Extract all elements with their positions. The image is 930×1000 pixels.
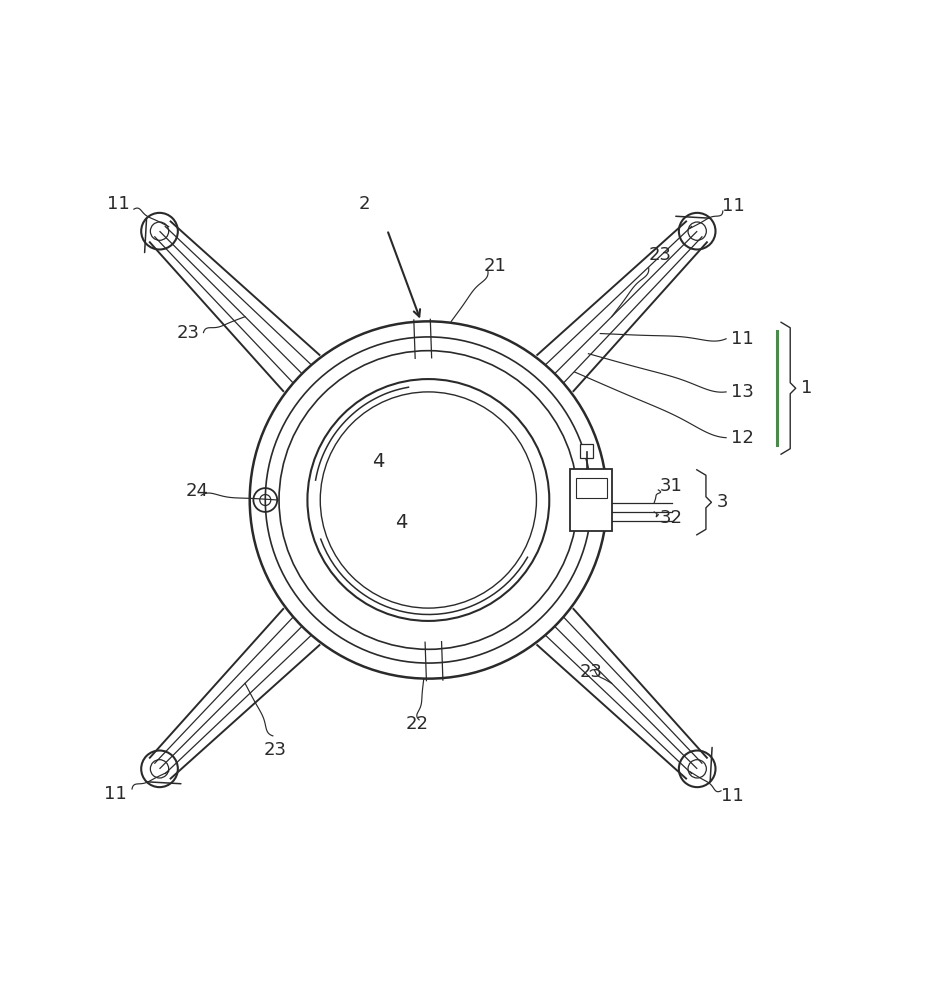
Text: 11: 11 — [107, 195, 129, 213]
Text: 2: 2 — [358, 195, 370, 213]
Text: 21: 21 — [484, 257, 506, 275]
Text: 11: 11 — [723, 197, 745, 215]
Text: 3: 3 — [717, 493, 728, 511]
Bar — [576, 478, 607, 498]
Text: 23: 23 — [263, 741, 286, 759]
Text: 23: 23 — [648, 246, 671, 264]
Text: 1: 1 — [802, 379, 813, 397]
Bar — [580, 444, 593, 458]
Text: 13: 13 — [731, 383, 753, 401]
Text: 4: 4 — [372, 452, 384, 471]
Text: 11: 11 — [104, 785, 126, 803]
Bar — [565, 469, 618, 531]
Text: 11: 11 — [731, 330, 753, 348]
Text: 23: 23 — [177, 324, 199, 342]
Text: 31: 31 — [660, 477, 683, 495]
Bar — [570, 469, 613, 531]
Text: 12: 12 — [731, 429, 753, 447]
Text: 32: 32 — [660, 509, 684, 527]
Text: 24: 24 — [186, 482, 208, 500]
Text: 11: 11 — [721, 787, 743, 805]
Text: 23: 23 — [579, 663, 603, 681]
Text: 22: 22 — [405, 715, 429, 733]
Text: 4: 4 — [394, 513, 407, 532]
